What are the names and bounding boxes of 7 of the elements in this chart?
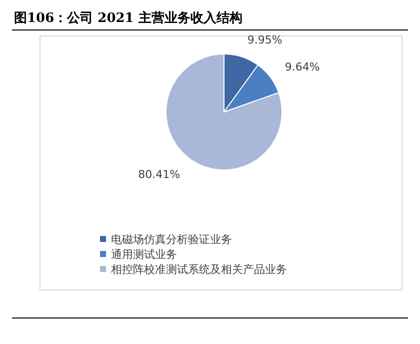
chart-title: 图106：公司 2021 主营业务收入结构	[14, 10, 242, 26]
data-label: 9.64%	[284, 60, 320, 74]
legend-label: 通用测试业务	[111, 248, 177, 261]
legend-label: 电磁场仿真分析验证业务	[111, 233, 232, 246]
data-label: 9.95%	[247, 34, 282, 47]
data-label: 80.41%	[138, 168, 180, 182]
legend-label: 相控阵校准测试系统及相关产品业务	[111, 263, 287, 276]
